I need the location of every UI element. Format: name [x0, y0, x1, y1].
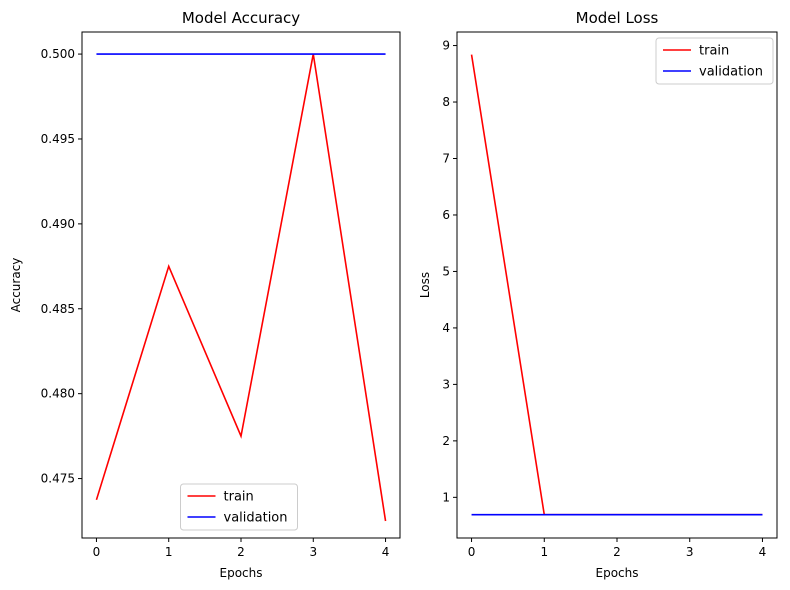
- y-tick-label: 0.500: [41, 47, 75, 61]
- x-tick-label: 0: [93, 545, 101, 559]
- y-tick-label: 1: [442, 490, 450, 504]
- y-tick-label: 0.495: [41, 132, 75, 146]
- y-tick-label: 0.490: [41, 217, 75, 231]
- y-tick-label: 7: [442, 152, 450, 166]
- y-tick-label: 0.485: [41, 302, 75, 316]
- y-tick-label: 5: [442, 264, 450, 278]
- y-tick-label: 8: [442, 95, 450, 109]
- legend-label-validation: validation: [224, 511, 288, 526]
- loss-panel: 0 1 2 3 4 1 2 3 4 5 6 7 8 9 Model Loss Epochs Loss train v…: [418, 9, 778, 580]
- y-axis-label: Loss: [418, 272, 432, 298]
- x-tick-label: 4: [382, 545, 390, 559]
- y-tick-label: 2: [442, 434, 450, 448]
- x-tick-label: 2: [613, 545, 621, 559]
- x-axis-label: Epochs: [596, 566, 639, 580]
- x-tick-label: 3: [309, 545, 317, 559]
- y-tick-label: 0.475: [41, 472, 75, 486]
- y-tick-label: 0.480: [41, 387, 75, 401]
- legend: train validation: [655, 37, 774, 85]
- accuracy-panel: 0 1 2 3 4 0.475 0.480 0.485 0.490 0.495 0.500 Model…: [9, 9, 401, 580]
- x-tick-label: 0: [468, 545, 476, 559]
- legend-label-train: train: [699, 44, 729, 59]
- x-tick-label: 3: [686, 545, 694, 559]
- legend-label-validation: validation: [699, 65, 763, 80]
- legend-label-train: train: [224, 490, 254, 505]
- x-tick-label: 1: [540, 545, 548, 559]
- y-tick-label: 4: [442, 321, 450, 335]
- legend: train validation: [180, 483, 298, 531]
- x-tick-label: 2: [237, 545, 245, 559]
- y-tick-label: 6: [442, 208, 450, 222]
- y-tick-label: 3: [442, 377, 450, 391]
- x-tick-label: 1: [165, 545, 173, 559]
- chart-title: Model Accuracy: [182, 9, 300, 27]
- series-line-train: [95, 53, 387, 522]
- y-tick-label: 9: [442, 39, 450, 53]
- x-axis-label: Epochs: [220, 566, 263, 580]
- x-tick-label: 4: [759, 545, 767, 559]
- y-axis-label: Accuracy: [9, 258, 23, 313]
- chart-title: Model Loss: [576, 9, 659, 27]
